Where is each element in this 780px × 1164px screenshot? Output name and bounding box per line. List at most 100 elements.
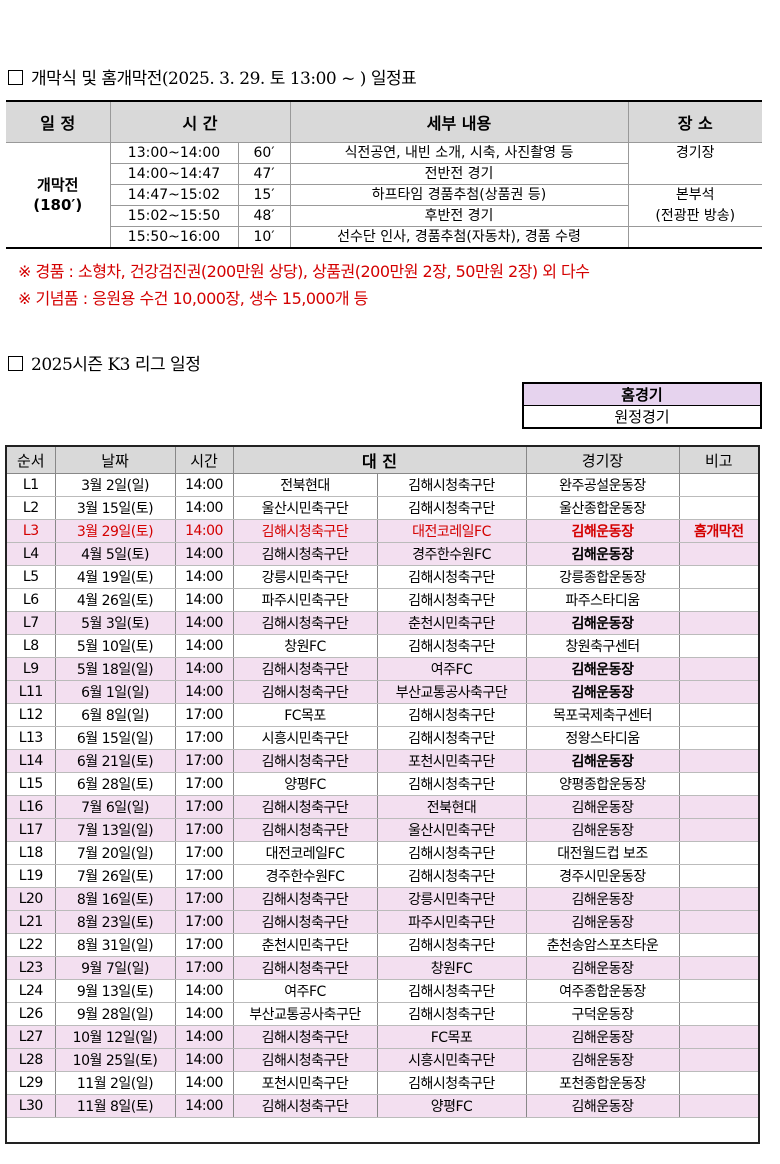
away-team: 김해시청축구단 [376,588,526,612]
home-team: 양평FC [232,772,377,796]
away-team: 여주FC [376,657,526,681]
away-team: 파주시민축구단 [376,910,526,934]
phase-cell: 개막전 (180′) [6,142,110,249]
table-row: L4 4월 5일(토) 14:00 김해시청축구단 경주한수원FC 김해운동장 [6,542,759,566]
note [678,772,759,796]
checkbox-square-icon [8,356,23,371]
away-team: 김해시청축구단 [376,565,526,589]
away-team: 전북현대 [376,795,526,819]
table-row: 개막전 (180′) 13:00~14:00 60′ 식전공연, 내빈 소개, 시축, … [6,142,762,249]
souvenir-note: ※ 기념품 : 응원용 수건 10,000장, 생수 15,000개 등 [18,289,368,308]
table-row: L18 7월 20일(일) 17:00 대전코레일FC 김해시청축구단 대전월드컵 보조 [6,841,759,865]
table-row: L12 6월 8일(일) 17:00 FC목포 김해시청축구단 목포국제축구센터 [6,703,759,727]
table-row: L17 7월 13일(일) 17:00 김해시청축구단 울산시민축구단 김해운동장 [6,818,759,842]
note [678,703,759,727]
phase-label: 개막전 [37,176,79,194]
home-team: 창원FC [232,634,377,658]
table-row: L11 6월 1일(일) 14:00 김해시청축구단 부산교통공사축구단 김해운동장 [6,680,759,704]
duration: 60′ [237,142,290,164]
home-team: 김해시청축구단 [232,542,377,566]
date: 3월 29일(토) [54,519,175,543]
stadium: 구덕운동장 [525,1002,679,1026]
time: 17:00 [174,749,233,773]
table-row: L20 8월 16일(토) 17:00 김해시청축구단 강릉시민축구단 김해운동장 [6,887,759,911]
detail: 식전공연, 내빈 소개, 시축, 사진촬영 등 [289,142,628,164]
order: L2 [6,496,55,520]
table-row: L30 11월 8일(토) 14:00 김해시청축구단 양평FC 김해운동장 [6,1094,759,1118]
note: 홈개막전 [678,519,759,543]
table-row: L21 8월 23일(토) 17:00 김해시청축구단 파주시민축구단 김해운동장 [6,910,759,934]
away-team: 경주한수원FC [376,542,526,566]
duration: 15′ [237,184,290,206]
stadium: 김해운동장 [525,1048,679,1072]
table-row: L29 11월 2일(일) 14:00 포천시민축구단 김해시청축구단 포천종합운동장 [6,1071,759,1095]
home-team: 시흥시민축구단 [232,726,377,750]
section2-title: 2025시즌 K3 리그 일정 [8,350,201,375]
time-range: 15:02~15:50 [109,205,238,227]
date: 9월 13일(토) [54,979,175,1003]
place [627,226,762,249]
table-row: L8 5월 10일(토) 14:00 창원FC 김해시청축구단 창원축구센터 [6,634,759,658]
time: 17:00 [174,887,233,911]
order: L5 [6,565,55,589]
stadium: 목포국제축구센터 [525,703,679,727]
duration: 10′ [237,226,290,249]
time: 17:00 [174,703,233,727]
table-row: L23 9월 7일(일) 17:00 김해시청축구단 창원FC 김해운동장 [6,956,759,980]
time: 14:00 [174,1025,233,1049]
table-row: 15:50~16:00 10′ 선수단 인사, 경품추첨(자동차), 경품 수령 [6,226,762,249]
table-row: L2 3월 15일(토) 14:00 울산시민축구단 김해시청축구단 울산종합운동장 [6,496,759,520]
date: 7월 6일(일) [54,795,175,819]
stadium: 김해운동장 [525,1094,679,1118]
date: 9월 28일(일) [54,1002,175,1026]
time: 14:00 [174,1071,233,1095]
table-row: L24 9월 13일(토) 14:00 여주FC 김해시청축구단 여주종합운동장 [6,979,759,1003]
header-schedule: 일 정 [6,101,110,143]
league-schedule-table: 순서 날짜 시간 대 진 경기장 비고 L1 3월 2일(일) 14:00 전북현대 김… [5,445,760,1144]
stadium: 김해운동장 [525,519,679,543]
home-team: 김해시청축구단 [232,818,377,842]
time: 14:00 [174,588,233,612]
away-team: 김해시청축구단 [376,634,526,658]
note [678,795,759,819]
time: 17:00 [174,841,233,865]
order: L19 [6,864,55,888]
stadium: 완주공설운동장 [525,473,679,497]
time-range: 15:50~16:00 [109,226,238,249]
order: L7 [6,611,55,635]
legend: 홈경기 원정경기 [522,382,762,429]
order: L30 [6,1094,55,1118]
stadium: 대전월드컵 보조 [525,841,679,865]
time: 17:00 [174,818,233,842]
order: L12 [6,703,55,727]
stadium: 김해운동장 [525,680,679,704]
table-row: L15 6월 28일(토) 17:00 양평FC 김해시청축구단 양평종합운동장 [6,772,759,796]
place: 경기장 [627,142,762,164]
table-row: L22 8월 31일(일) 17:00 춘천시민축구단 김해시청축구단 춘천송암스포츠타운 [6,933,759,957]
note [678,818,759,842]
header-note: 비고 [678,446,759,474]
detail: 전반전 경기 [289,163,628,185]
time: 14:00 [174,519,233,543]
home-team: 부산교통공사축구단 [232,1002,377,1026]
stadium: 강릉종합운동장 [525,565,679,589]
stadium: 김해운동장 [525,818,679,842]
time: 17:00 [174,772,233,796]
order: L4 [6,542,55,566]
stadium: 김해운동장 [525,611,679,635]
time: 17:00 [174,956,233,980]
note [678,1094,759,1118]
time: 14:00 [174,680,233,704]
place [627,163,762,185]
note [678,542,759,566]
header-time: 시간 [174,446,233,474]
time: 14:00 [174,634,233,658]
away-team: 시흥시민축구단 [376,1048,526,1072]
away-team: 춘천시민축구단 [376,611,526,635]
header-date: 날짜 [54,446,175,474]
note [678,1071,759,1095]
home-team: 전북현대 [232,473,377,497]
stadium: 김해운동장 [525,542,679,566]
date: 7월 26일(토) [54,864,175,888]
note [678,565,759,589]
